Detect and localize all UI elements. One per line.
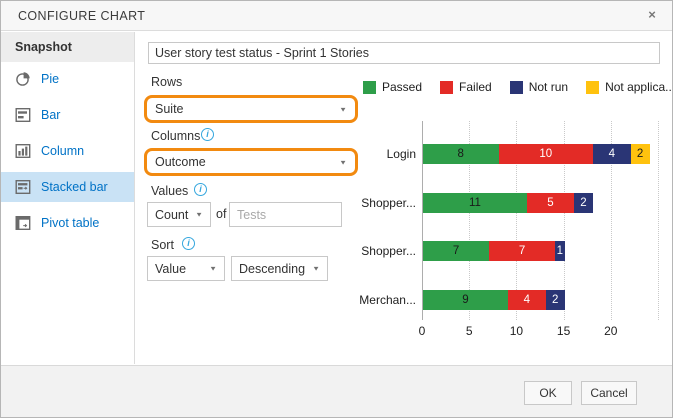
bar-segment: 2: [545, 289, 565, 310]
chart-name-input[interactable]: [148, 42, 660, 64]
stacked-bar-chart-icon: [15, 179, 31, 195]
values-target-input[interactable]: [229, 202, 342, 227]
sidebar-item-label: Bar: [41, 108, 61, 122]
cancel-button[interactable]: Cancel: [581, 381, 637, 405]
rows-dropdown-value: Suite: [155, 102, 184, 116]
category-label: Shopper...: [361, 195, 416, 210]
category-label: Merchan...: [359, 292, 416, 307]
sidebar-item-stacked-bar[interactable]: Stacked bar: [1, 172, 134, 202]
bar-segment: 7: [489, 241, 556, 261]
sidebar-item-label: Column: [41, 144, 85, 158]
sidebar-item-label: Stacked bar: [41, 180, 108, 194]
chevron-down-icon: ▼: [312, 264, 320, 273]
category-label: Shopper...: [361, 244, 416, 258]
columns-dropdown-highlight: Outcome ▼: [144, 148, 358, 176]
chart-type-sidebar: Snapshot Pie Bar Column: [1, 32, 135, 364]
bar-segment: 4: [592, 144, 631, 164]
chart-gridline: [563, 121, 565, 320]
bar-segment: 4: [507, 289, 546, 310]
values-of-text: of: [216, 207, 227, 221]
pivot-table-icon: [15, 215, 31, 231]
close-icon[interactable]: ×: [648, 7, 656, 22]
legend-swatch: [509, 80, 523, 94]
columns-dropdown[interactable]: Outcome ▼: [147, 151, 355, 173]
rows-dropdown[interactable]: Suite ▼: [147, 98, 355, 120]
x-axis-tick-label: 20: [604, 324, 618, 338]
chart-gridline: [658, 121, 659, 320]
chart-gridline: [469, 121, 471, 320]
stacked-bar-row: 8 10 4 2: [423, 144, 650, 164]
bar-segment: 1: [555, 241, 565, 261]
chart-gridline: [516, 121, 518, 320]
sidebar-item-pie[interactable]: Pie: [1, 64, 134, 94]
rows-dropdown-highlight: Suite ▼: [144, 95, 358, 123]
bar-segment: 2: [574, 192, 593, 213]
column-chart-icon: [15, 143, 31, 159]
rows-label: Rows: [151, 75, 183, 89]
x-axis-tick-label: 5: [465, 324, 473, 338]
sidebar-header: Snapshot: [1, 32, 134, 62]
chart-y-axis: [422, 121, 423, 320]
sort-direction-dropdown[interactable]: Descending ▼: [231, 256, 328, 281]
legend-label: Not run: [528, 80, 569, 94]
bar-segment: 7: [423, 241, 490, 261]
sidebar-item-column[interactable]: Column: [1, 136, 134, 166]
legend-item: Failed: [440, 80, 492, 94]
legend-item: Not applica...: [586, 80, 673, 94]
sidebar-item-pivot-table[interactable]: Pivot table: [1, 208, 134, 238]
legend-label: Failed: [459, 80, 492, 94]
ok-button[interactable]: OK: [524, 381, 572, 405]
category-label: Login: [386, 147, 416, 161]
legend-swatch: [440, 80, 454, 94]
columns-dropdown-value: Outcome: [155, 155, 206, 169]
legend-item: Not run: [509, 80, 569, 94]
chevron-down-icon: ▼: [195, 210, 203, 219]
info-icon[interactable]: i: [201, 128, 214, 141]
bar-segment: 9: [423, 289, 508, 310]
sort-direction-value: Descending: [239, 261, 306, 276]
pie-chart-icon: [15, 71, 31, 87]
columns-label: Columns: [151, 129, 201, 143]
legend-item: Passed: [363, 80, 422, 94]
x-axis-tick-label: 15: [556, 324, 571, 338]
legend-label: Passed: [382, 80, 423, 94]
chevron-down-icon: ▼: [339, 158, 347, 166]
dialog-title: CONFIGURE CHART: [18, 9, 146, 23]
sidebar-item-label: Pivot table: [41, 216, 100, 230]
chart-gridline: [610, 121, 612, 320]
bar-chart-icon: [15, 107, 31, 123]
info-icon[interactable]: i: [194, 183, 207, 196]
x-axis-tick-label: 10: [509, 324, 524, 338]
legend-swatch: [586, 80, 600, 94]
dialog-footer: OK Cancel: [1, 365, 672, 417]
x-axis-tick-label: 0: [418, 324, 426, 338]
dialog-titlebar: CONFIGURE CHART ×: [1, 1, 672, 31]
chevron-down-icon: ▼: [209, 264, 217, 273]
chart-legend: Passed Failed Not run Not applica...: [363, 80, 673, 94]
values-aggregation-dropdown[interactable]: Count ▼: [147, 202, 211, 227]
sort-field-value: Value: [155, 261, 187, 276]
bar-segment: 10: [498, 144, 593, 164]
chart-preview: 0 5 10 15 20 Login 8 10 4 2 Shopper... 11 5 2 Shopper.…: [359, 121, 665, 338]
sidebar-items: Pie Bar Column Stacked bar: [1, 62, 134, 238]
values-label: Values: [151, 184, 189, 198]
values-aggregation-value: Count: [155, 207, 189, 222]
sidebar-item-label: Pie: [41, 72, 60, 86]
bar-segment: 8: [423, 144, 499, 164]
bar-segment: 5: [526, 192, 575, 213]
sidebar-item-bar[interactable]: Bar: [1, 100, 134, 130]
bar-segment: 2: [630, 144, 650, 164]
sort-field-dropdown[interactable]: Value ▼: [147, 256, 225, 281]
info-icon[interactable]: i: [182, 237, 195, 250]
stacked-bar-row: 11 5 2: [423, 192, 593, 213]
sort-label: Sort: [151, 238, 174, 252]
bar-segment: 11: [423, 192, 527, 213]
legend-swatch: [363, 80, 376, 94]
chevron-down-icon: ▼: [339, 105, 347, 113]
legend-label: Not applica...: [605, 80, 673, 94]
